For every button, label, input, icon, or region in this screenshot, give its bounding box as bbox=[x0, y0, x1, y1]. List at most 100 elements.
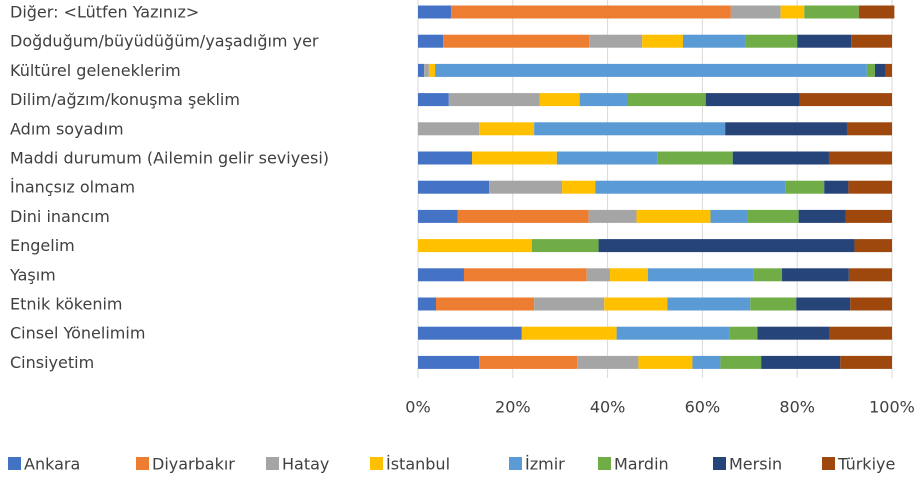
bar-segment bbox=[840, 355, 892, 369]
category-label: Dilim/ağzım/konuşma şeklim bbox=[10, 90, 240, 109]
bar-segment bbox=[710, 209, 748, 223]
bar-segment bbox=[848, 268, 892, 282]
category-label: Kültürel geleneklerim bbox=[10, 61, 181, 80]
legend-swatch bbox=[598, 457, 611, 470]
bar-segment bbox=[604, 297, 668, 311]
bar-segment bbox=[463, 268, 587, 282]
bar-segment bbox=[828, 151, 892, 165]
bar-segment bbox=[443, 34, 590, 48]
bar-segment bbox=[451, 5, 731, 19]
bar-segment bbox=[588, 209, 637, 223]
legend-label: Mardin bbox=[614, 455, 669, 474]
bar-segment bbox=[797, 34, 852, 48]
bar-segment bbox=[579, 93, 628, 107]
bar-segment bbox=[616, 326, 730, 340]
bar-segment bbox=[636, 209, 711, 223]
legend-swatch bbox=[8, 457, 21, 470]
bar-segment bbox=[692, 355, 721, 369]
bar-segment bbox=[534, 122, 726, 136]
x-tick-label: 80% bbox=[779, 398, 815, 417]
legend-label: Diyarbakır bbox=[152, 455, 235, 474]
legend-swatch bbox=[370, 457, 383, 470]
bar-segment bbox=[866, 63, 875, 77]
bar-segment bbox=[489, 180, 563, 194]
legend-label: Mersin bbox=[729, 455, 782, 474]
bar-segment bbox=[589, 34, 643, 48]
bar-segment bbox=[682, 34, 746, 48]
bar-segment bbox=[448, 93, 540, 107]
bar-segment bbox=[418, 34, 444, 48]
x-tick-label: 20% bbox=[495, 398, 531, 417]
bar-segment bbox=[667, 297, 751, 311]
bar-segment bbox=[824, 180, 849, 194]
bar-segment bbox=[638, 355, 693, 369]
category-label: Cinsiyetim bbox=[10, 353, 94, 372]
bar-segment bbox=[885, 63, 892, 77]
bar-segment bbox=[647, 268, 754, 282]
x-tick-label: 60% bbox=[685, 398, 721, 417]
category-label: Doğduğum/büyüdüğüm/yaşadığım yer bbox=[10, 32, 319, 51]
legend-label: İstanbul bbox=[386, 455, 450, 474]
bar-segment bbox=[829, 326, 892, 340]
bar-segment bbox=[747, 209, 799, 223]
bar-segment bbox=[418, 209, 458, 223]
bar-segment bbox=[642, 34, 683, 48]
category-label: Engelim bbox=[10, 236, 75, 255]
legend-swatch bbox=[266, 457, 279, 470]
bar-segment bbox=[418, 93, 449, 107]
bar-segment bbox=[725, 122, 847, 136]
legend-label: Hatay bbox=[282, 455, 329, 474]
bar-segment bbox=[418, 297, 437, 311]
legend-swatch bbox=[136, 457, 149, 470]
legend-label: Türkiye bbox=[837, 455, 895, 474]
bar-segment bbox=[785, 180, 825, 194]
bar-segment bbox=[479, 355, 578, 369]
legend-swatch bbox=[509, 457, 522, 470]
bar-segment bbox=[782, 268, 849, 282]
category-label: Yaşım bbox=[9, 265, 56, 284]
bar-segment bbox=[595, 180, 786, 194]
bar-segment bbox=[418, 122, 480, 136]
bar-segment bbox=[753, 268, 783, 282]
bar-segment bbox=[729, 326, 758, 340]
bar-segment bbox=[609, 268, 648, 282]
bar-segment bbox=[761, 355, 841, 369]
bar-segment bbox=[705, 93, 800, 107]
bar-segment bbox=[428, 63, 436, 77]
bar-segment bbox=[845, 209, 892, 223]
bar-segment bbox=[598, 239, 855, 253]
bar-segment bbox=[804, 5, 859, 19]
bar-segment bbox=[418, 5, 452, 19]
bar-segment bbox=[562, 180, 596, 194]
bar-segment bbox=[850, 297, 892, 311]
bar-segment bbox=[436, 297, 535, 311]
bar-segment bbox=[730, 5, 781, 19]
legend-swatch bbox=[713, 457, 726, 470]
bar-segment bbox=[780, 5, 805, 19]
bar-segment bbox=[472, 151, 557, 165]
bar-segment bbox=[577, 355, 639, 369]
bar-segment bbox=[799, 93, 892, 107]
category-label: Cinsel Yönelimim bbox=[10, 324, 145, 343]
bar-segment bbox=[851, 34, 892, 48]
bar-segment bbox=[657, 151, 733, 165]
category-label: Maddi durumum (Ailemin gelir seviyesi) bbox=[10, 149, 329, 168]
bar-segment bbox=[457, 209, 589, 223]
bar-segment bbox=[539, 93, 580, 107]
legend-label: İzmir bbox=[525, 455, 565, 474]
category-label: Diğer: <Lütfen Yazınız> bbox=[10, 3, 199, 22]
bar-segment bbox=[418, 268, 464, 282]
category-label: Adım soyadım bbox=[10, 119, 124, 138]
bar-segment bbox=[418, 63, 425, 77]
bar-segment bbox=[418, 239, 532, 253]
bar-segment bbox=[534, 297, 605, 311]
bar-segment bbox=[796, 297, 851, 311]
bar-segment bbox=[627, 93, 706, 107]
bar-segment bbox=[846, 122, 892, 136]
bar-segment bbox=[720, 355, 762, 369]
bar-segment bbox=[418, 355, 480, 369]
bar-segment bbox=[586, 268, 610, 282]
bar-segment bbox=[874, 63, 886, 77]
bar-segment bbox=[479, 122, 535, 136]
